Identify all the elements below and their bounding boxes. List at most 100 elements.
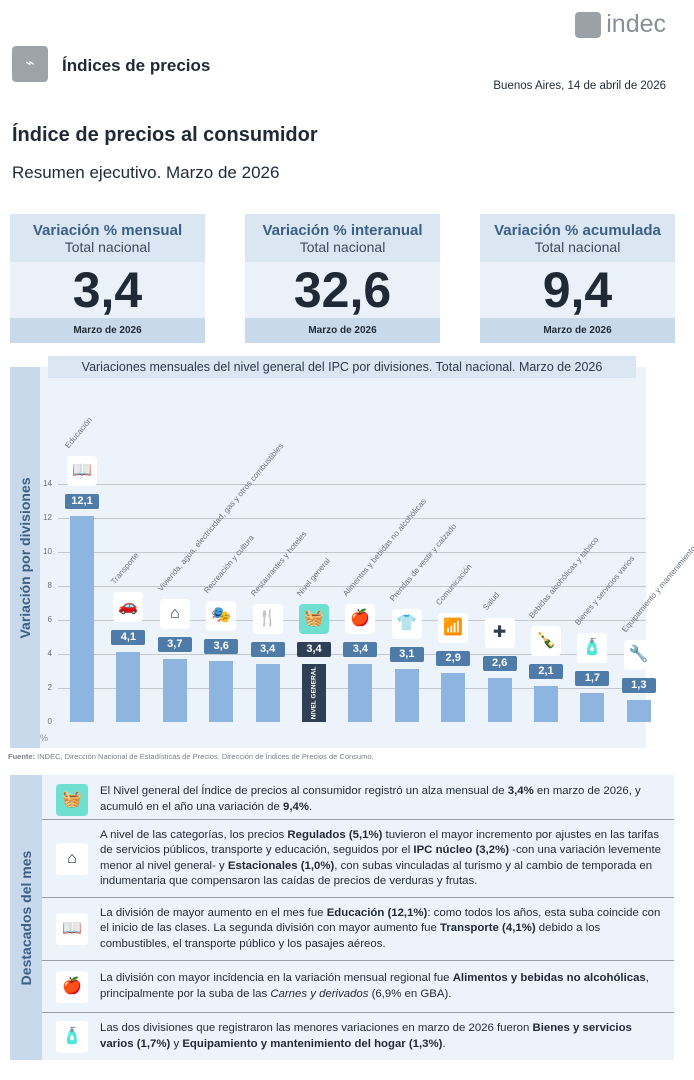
card-yearly: Variación % interanual Total nacional 32,6… — [245, 214, 440, 343]
bar-5 — [302, 664, 326, 722]
text-segment: Transporte (4,1%) — [440, 922, 536, 935]
price-tag-icon: ⌁ — [12, 46, 48, 82]
highlight-row: 🧺 El Nivel general del Índice de precios … — [42, 780, 674, 820]
chart-area — [40, 367, 646, 748]
y-tick-label: 14 — [43, 479, 52, 488]
spray-comb-icon: 🧴 — [577, 633, 608, 664]
card-subtitle: Total nacional — [534, 239, 621, 255]
data-label: 3,7 — [157, 637, 192, 653]
text-segment: . — [308, 800, 313, 813]
highlight-row: 📖 La división de mayor aumento en el mes … — [42, 898, 674, 961]
source-note: Fuente: INDEC, Dirección Nacional de Est… — [8, 752, 374, 761]
text-segment: tuvieron el mayor incremento por ajustes… — [100, 828, 660, 857]
source-label: Fuente: — [8, 752, 36, 761]
card-accumulated: Variación % acumulada Total nacional 9,4 Ma… — [480, 214, 675, 343]
text-segment: y — [170, 1037, 183, 1050]
highlight-text: Las dos divisiones que registraron las m… — [100, 1021, 674, 1052]
text-segment: Carnes y derivados — [270, 987, 369, 1000]
card-value: 3,4 — [72, 262, 143, 318]
card-title: Variación % interanual — [262, 222, 423, 239]
book-icon: 📖 — [67, 456, 97, 487]
gridline — [58, 484, 646, 485]
text-segment: Alimentos y bebidas no alcohólicas — [452, 972, 646, 984]
gridline — [58, 586, 646, 587]
page-title: Índice de precios al consumidor — [12, 124, 318, 146]
text-segment: , principalmente por la suba de las — [100, 972, 649, 1000]
chart-title: Variaciones mensuales del nivel general … — [48, 356, 636, 378]
y-tick-label: 4 — [47, 649, 52, 658]
text-segment: Equipamiento y mantenimiento del hogar (… — [182, 1037, 443, 1050]
data-label: 3,1 — [389, 647, 424, 663]
text-segment: 3,4% — [507, 785, 534, 797]
logo-text: indec — [606, 10, 666, 38]
book-icon: 📖 — [56, 913, 88, 945]
text-segment: , con subas vinculadas al turismo y al c… — [100, 859, 653, 888]
y-tick-label: 2 — [47, 683, 52, 692]
house-energy-icon: ⌂ — [159, 599, 190, 630]
y-tick-label: 10 — [43, 547, 52, 556]
date: Buenos Aires, 14 de abril de 2026 — [493, 80, 666, 92]
shirt-icon: 👕 — [391, 609, 422, 640]
y-unit: % — [40, 733, 49, 743]
text-segment: El Nivel general del Índice de precios a… — [100, 785, 508, 797]
card-title: Variación % mensual — [32, 222, 183, 239]
page-subtitle: Resumen ejecutivo. Marzo de 2026 — [12, 163, 280, 182]
bar-12 — [626, 699, 651, 722]
text-segment: en marzo de 2026, y acumuló en el año un… — [100, 785, 641, 813]
basket-icon: 🧺 — [299, 604, 329, 635]
card-period: Marzo de 2026 — [10, 318, 205, 343]
car-icon: 🚗 — [113, 592, 144, 623]
data-label: 2,1 — [529, 664, 563, 680]
text-segment: -con una variación levemente menor al ni… — [100, 844, 661, 872]
text-segment: Estacionales (1,0%) — [227, 859, 335, 872]
y-axis-label: Variación por divisiones — [17, 476, 33, 639]
text-segment: Bienes y servicios varios (1,7%) — [100, 1022, 632, 1050]
card-value: 32,6 — [293, 262, 392, 318]
highlight-row: 🧴 Las dos divisiones que registraron las … — [42, 1013, 674, 1060]
bar-8 — [441, 672, 466, 722]
data-label: 3,6 — [204, 638, 239, 654]
y-tick-label: 12 — [43, 513, 52, 522]
text-segment: La división de mayor aumento en el mes f… — [100, 906, 327, 919]
text-segment: debido a los combustibles, el transporte… — [100, 922, 601, 950]
bar-7 — [394, 669, 419, 722]
general-label: NIVEL GENERAL — [310, 666, 318, 720]
bottle-icon: 🍾 — [531, 626, 561, 657]
card-subtitle: Total nacional — [64, 239, 151, 255]
data-label: 3,4 — [343, 642, 378, 658]
data-label: 1,3 — [621, 677, 656, 693]
data-label: 2,6 — [482, 655, 517, 671]
data-label: 12,1 — [65, 494, 99, 510]
highlight-text: La división de mayor aumento en el mes f… — [100, 906, 674, 953]
bar-6 — [348, 664, 373, 722]
card-period: Marzo de 2026 — [480, 318, 675, 343]
data-label: 1,7 — [575, 671, 610, 687]
bar-1 — [116, 652, 141, 722]
gridline — [58, 552, 646, 553]
bar-11 — [580, 693, 605, 722]
bar-0 — [70, 516, 94, 722]
text-segment: : como todos los años, esta suba coincid… — [100, 906, 661, 935]
data-label: 3,4 — [250, 642, 285, 658]
restaurant-hotel-icon: 🍴 — [252, 604, 283, 635]
bar-4 — [255, 664, 280, 722]
card-subtitle: Total nacional — [299, 239, 386, 255]
text-segment: . — [442, 1037, 446, 1050]
text-segment: 9,4% — [283, 800, 309, 813]
food-icon: 🍎 — [56, 970, 88, 1003]
bar-10 — [534, 686, 558, 722]
highlight-text: A nivel de las categorías, los precios R… — [100, 828, 674, 890]
indec-logo-mark-icon — [575, 11, 602, 38]
highlight-text: La división con mayor incidencia en la v… — [100, 971, 674, 1002]
text-segment: (6,9% en GBA). — [368, 987, 452, 1000]
bar-2 — [162, 659, 187, 722]
basket-icon: 🧺 — [56, 783, 88, 816]
chart-y-label-panel: Variación por divisiones — [10, 367, 40, 748]
theater-masks-icon: 🎭 — [206, 600, 237, 631]
food-icon: 🍎 — [345, 604, 376, 635]
card-monthly: Variación % mensual Total nacional 3,4 Marz… — [10, 214, 205, 343]
bar-3 — [209, 660, 234, 722]
source-text: INDEC, Dirección Nacional de Estadística… — [35, 752, 374, 761]
text-segment: A nivel de las categorías, los precios — [100, 828, 288, 841]
y-tick-label: 0 — [47, 717, 52, 726]
